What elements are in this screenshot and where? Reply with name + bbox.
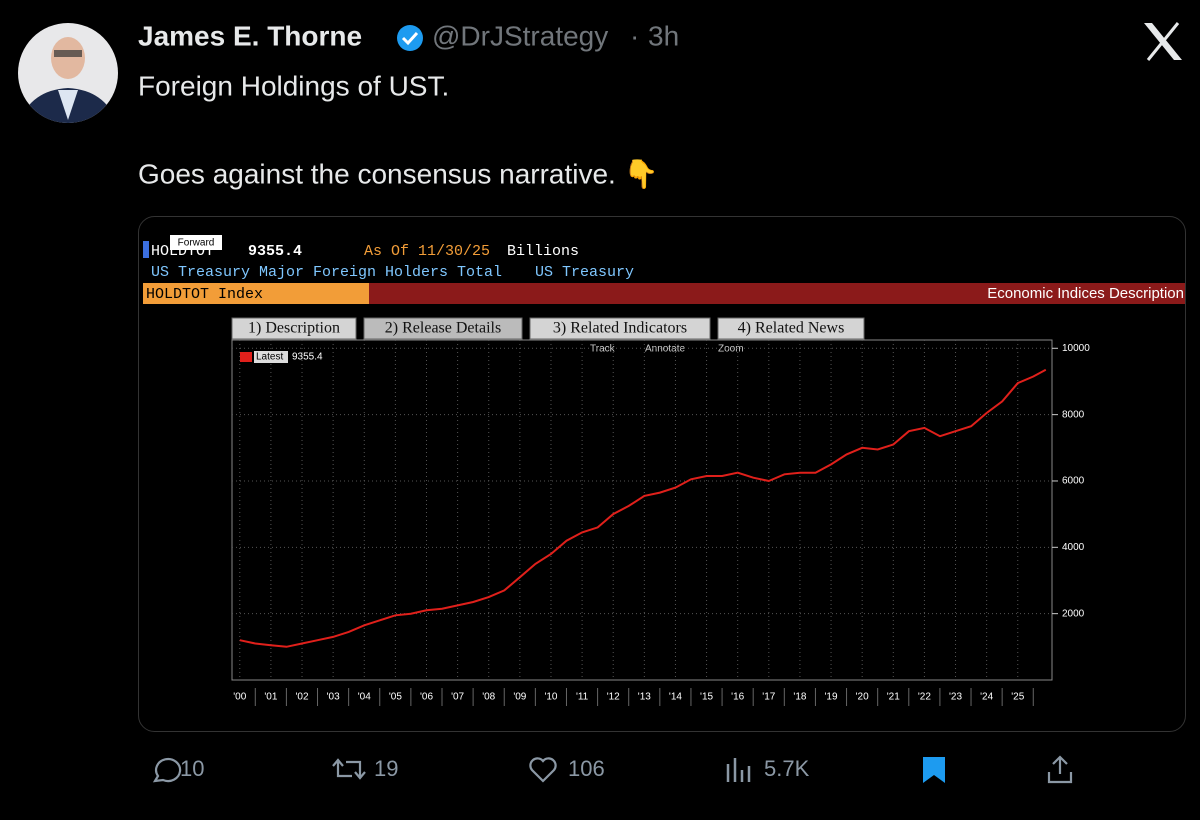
view-count: 5.7K xyxy=(764,756,810,781)
y-tick-label: 4000 xyxy=(1062,542,1085,553)
tab[interactable] xyxy=(363,317,523,340)
tweet-text: Foreign Holdings of UST. xyxy=(138,70,449,101)
x-tick-label: '17 xyxy=(762,692,775,703)
units: Billions xyxy=(507,243,579,260)
marker xyxy=(143,241,149,258)
x-tick-label: '15 xyxy=(700,692,713,703)
plot-frame xyxy=(231,339,1053,681)
tweet-text: Goes against the consensus narrative. 👇 xyxy=(138,158,658,190)
as-of: As Of 11/30/25 xyxy=(364,243,490,260)
author-name[interactable]: James E. Thorne xyxy=(138,20,362,51)
tab-label[interactable]: 4) Related News xyxy=(738,320,845,337)
verified-badge xyxy=(397,25,423,51)
tool-button[interactable]: Annotate xyxy=(645,344,685,355)
x-tick-label: '18 xyxy=(793,692,806,703)
series-line xyxy=(239,368,1047,648)
tab[interactable] xyxy=(529,317,711,340)
tab-label[interactable]: 1) Description xyxy=(248,320,340,337)
tool-button[interactable]: Track xyxy=(590,344,616,355)
separator: · xyxy=(630,20,639,51)
bookmark-button[interactable] xyxy=(923,757,945,783)
y-tick-label: 10000 xyxy=(1062,343,1090,354)
views-icon[interactable] xyxy=(726,758,751,782)
x-tick-label: '06 xyxy=(420,692,433,703)
tab-label[interactable]: 3) Related Indicators xyxy=(553,320,687,337)
x-tick-label: '21 xyxy=(887,692,900,703)
tooltip: Forward xyxy=(178,238,215,249)
x-tick-label: '03 xyxy=(327,692,340,703)
security[interactable]: HOLDTOT Index xyxy=(146,286,263,303)
y-tick-label: 8000 xyxy=(1062,409,1085,420)
legend-swatch xyxy=(240,352,252,362)
reply-count: 10 xyxy=(180,756,204,781)
legend-label: Latest xyxy=(256,352,283,363)
x-tick-label: '05 xyxy=(389,692,402,703)
share-button[interactable] xyxy=(1047,755,1073,784)
x-tick-label: '19 xyxy=(825,692,838,703)
legend-value: 9355.4 xyxy=(292,352,323,363)
legend-label-bg xyxy=(254,351,288,363)
x-tick-label: '10 xyxy=(544,692,557,703)
tab-label[interactable]: 2) Release Details xyxy=(385,320,501,337)
x-tick-label: '02 xyxy=(295,692,308,703)
x-tick-label: '25 xyxy=(1011,692,1024,703)
panel-title: Economic Indices Description xyxy=(987,285,1184,302)
tab[interactable] xyxy=(717,317,865,340)
x-tick-label: '07 xyxy=(451,692,464,703)
timestamp[interactable]: 3h xyxy=(648,20,679,51)
x-tick-label: '22 xyxy=(918,692,931,703)
source: US Treasury xyxy=(535,264,634,281)
x-tick-label: '12 xyxy=(607,692,620,703)
panel-bar xyxy=(369,283,1185,304)
like-count: 106 xyxy=(568,756,605,781)
x-tick-label: '24 xyxy=(980,692,993,703)
tab[interactable] xyxy=(231,317,357,340)
handle[interactable]: @DrJStrategy xyxy=(432,20,608,51)
y-tick-label: 6000 xyxy=(1062,476,1085,487)
tool-button[interactable]: Zoom xyxy=(718,344,744,355)
x-tick-label: '04 xyxy=(358,692,371,703)
latest-value: 9355.4 xyxy=(248,243,302,260)
security-bar xyxy=(143,283,369,304)
y-tick-label: 2000 xyxy=(1062,608,1085,619)
avatar[interactable] xyxy=(18,23,118,125)
x-tick-label: '11 xyxy=(576,692,589,703)
like-button[interactable] xyxy=(529,757,557,783)
media-card[interactable] xyxy=(138,216,1186,732)
x-tick-label: '09 xyxy=(513,692,526,703)
x-logo[interactable] xyxy=(1144,22,1182,61)
x-tick-label: '13 xyxy=(638,692,651,703)
description: US Treasury Major Foreign Holders Total xyxy=(151,264,502,281)
repost-count: 19 xyxy=(374,756,398,781)
x-tick-label: '20 xyxy=(856,692,869,703)
x-tick-label: '14 xyxy=(669,692,682,703)
x-tick-label: '00 xyxy=(233,692,246,703)
tooltip-bg xyxy=(170,235,222,250)
x-tick-label: '01 xyxy=(264,692,277,703)
repost-button[interactable] xyxy=(332,758,366,780)
x-tick-label: '08 xyxy=(482,692,495,703)
x-tick-label: '23 xyxy=(949,692,962,703)
x-tick-label: '16 xyxy=(731,692,744,703)
reply-button[interactable] xyxy=(152,757,182,783)
